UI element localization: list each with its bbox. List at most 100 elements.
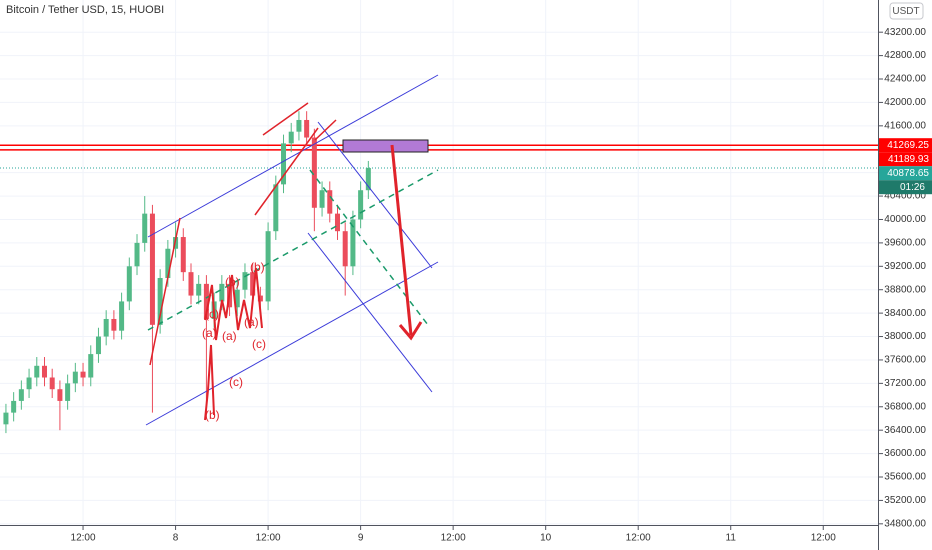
x-tick-label: 8 [173,533,179,544]
y-tick-label: 39600.00 [884,238,926,249]
y-tick-label: 39200.00 [884,261,926,272]
candle-body [311,137,317,208]
price-badge-label: 41269.25 [887,140,929,151]
candle-body [49,377,55,390]
y-tick-label: 35600.00 [884,472,926,483]
y-tick-label: 37200.00 [884,378,926,389]
countdown-badge [879,180,932,195]
currency-badge [889,2,924,20]
candle-body [242,272,248,290]
x-tick-label: 11 [726,533,737,544]
wave-label: (c) [205,307,219,321]
candle-body [350,219,356,267]
candle-body [273,184,279,232]
candle-body [219,283,225,302]
candle-body [234,289,240,308]
wave-label: (a) [244,315,259,329]
candle-body [342,231,348,267]
price-badge-label: 40878.65 [887,168,929,179]
y-tick-label: 40400.00 [884,191,926,202]
wave-label: (b) [205,408,220,422]
candle-body [365,167,371,191]
candle-body [18,389,24,401]
x-tick-label: 12:00 [441,533,466,544]
channel-line [307,232,433,393]
price-axis [878,0,932,525]
candle-body [26,377,32,390]
candle-body [95,336,101,355]
arrow-head [398,321,423,341]
y-tick-label: 36800.00 [884,401,926,412]
price-lines [0,144,878,169]
candle-body [119,301,125,331]
candles [3,111,371,434]
candle-body [72,371,78,384]
candle-body [11,400,17,413]
mid-line [147,169,439,331]
y-tick-label: 37600.00 [884,355,926,366]
candle-body [250,272,256,296]
y-tick-label: 42400.00 [884,74,926,85]
candle-body [126,266,132,302]
y-tick-label: 36000.00 [884,448,926,459]
candle-body [142,213,148,243]
x-tick-label: 12:00 [256,533,281,544]
price-badge [879,152,932,167]
y-tick-label: 36400.00 [884,425,926,436]
trend-line [262,102,309,136]
chart-title: Bitcoin / Tether USD, 15, HUOBI [6,4,164,16]
candle-body [41,365,47,378]
y-tick-label: 38000.00 [884,331,926,342]
candle-body [34,365,40,378]
candle-body [203,283,209,319]
wave-label: (a) [222,329,237,343]
candle-body [65,383,71,401]
trend-line [149,217,181,366]
candle-body [88,354,94,378]
drawings [145,74,439,426]
wave-label: (b) [250,260,265,274]
y-tick-label: 43200.00 [884,27,926,38]
wave-label: (b) [225,275,240,289]
wave-line [204,344,215,421]
wave-label: (a) [202,326,217,340]
candle-body [57,389,63,401]
y-tick-label: 42000.00 [884,97,926,108]
candle-body [149,213,155,325]
candle-body [288,131,294,144]
y-tick-label: 34800.00 [884,518,926,529]
x-tick-label: 10 [540,533,552,544]
candle-body [180,237,186,273]
candle-body [265,231,271,302]
wave-line [204,267,263,341]
candle-body [157,278,163,325]
candle-body [134,242,140,267]
candle-body [304,119,310,138]
countdown: 01:26 [900,182,925,193]
trend-line [254,127,319,216]
candle-body [103,318,109,337]
price-badge [879,138,932,153]
forecast-arrow [390,144,413,336]
y-tick-label: 38800.00 [884,284,926,295]
candle-body [334,213,340,232]
candle-body [319,190,325,208]
x-tick-label: 12:00 [811,533,836,544]
candle-body [3,412,9,425]
candle-body [80,371,86,378]
y-tick-label: 40000.00 [884,214,926,225]
x-tick-label: 9 [358,533,364,544]
candle-body [196,283,202,296]
channel-line [147,74,439,238]
axes: 34800.00 35200.00 35600.00 36000.00 36400.00… [71,27,932,544]
y-tick-label: 41600.00 [884,120,926,131]
candle-body [296,119,302,132]
trend-line [314,119,337,141]
channel-line [317,121,433,269]
y-tick-label: 38400.00 [884,308,926,319]
candle-body [257,295,263,302]
candle-body [188,272,194,296]
resistance-zone [342,139,429,153]
